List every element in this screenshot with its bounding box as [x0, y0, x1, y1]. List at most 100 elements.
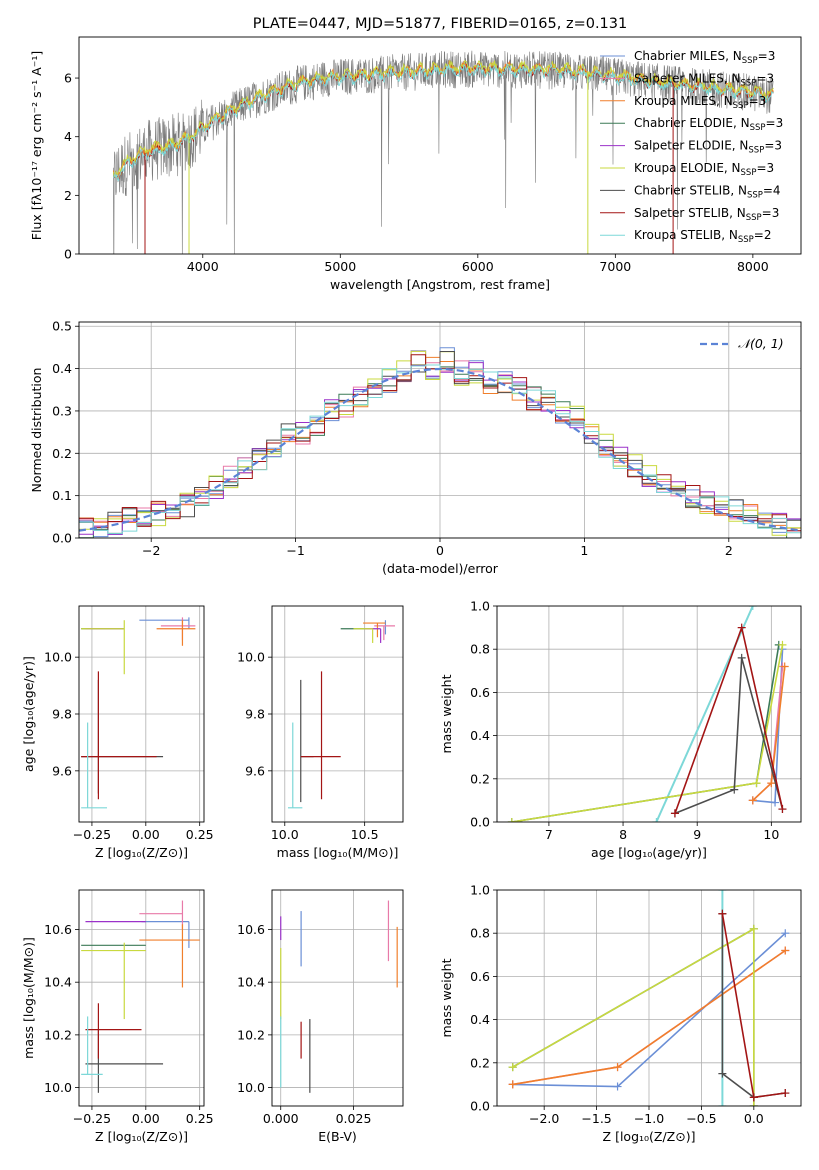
- y-tick-label: 0.5: [52, 319, 72, 334]
- y-tick-label: 0.6: [470, 969, 490, 984]
- x-tick-label: −1: [286, 543, 304, 558]
- y-axis-label: Flux [fλ10⁻¹⁷ erg cm⁻² s⁻¹ A⁻¹]: [29, 51, 44, 240]
- x-tick-label: 0.25: [186, 1111, 214, 1126]
- y-tick-label: 10.0: [44, 1080, 72, 1095]
- x-tick-label: 0.025: [336, 1111, 372, 1126]
- legend-nssp: =3: [766, 116, 784, 130]
- legend-entry-label: Kroupa STELIB, NSSP=2: [634, 228, 772, 245]
- weight-marker: [737, 653, 746, 662]
- legend-subscript: SSP: [742, 56, 758, 66]
- weight-marker: [718, 909, 727, 918]
- axes-frame: [496, 889, 802, 1107]
- y-tick-label: 0.2: [470, 771, 490, 786]
- series-kroupa-elodie: [112, 59, 774, 178]
- legend-entry-label: Chabrier MILES, NSSP=3: [634, 49, 775, 66]
- x-tick-label: 2: [725, 543, 733, 558]
- panel-mass-vs-EBV: 0.000 0.025 10.0 10.2 10.4 10.6 E(B-V): [237, 889, 404, 1144]
- x-tick-label: −0.25: [73, 1111, 111, 1126]
- x-tick-label: 10.5: [351, 827, 379, 842]
- x-axis-label: wavelength [Angstrom, rest frame]: [330, 277, 550, 292]
- legend-subscript: SSP: [750, 123, 766, 133]
- weight-line-chabrier-elodie: [511, 644, 780, 822]
- weight-marker: [652, 818, 661, 822]
- legend-entry-label: Salpeter ELODIE, NSSP=3: [634, 139, 782, 156]
- errorbar-kroupa-miles: [156, 620, 196, 646]
- weight-marker: [749, 924, 758, 933]
- y-axis-label: mass [log₁₀(M/M⊙)]: [21, 937, 36, 1059]
- y-tick-label: 10.0: [237, 650, 265, 665]
- legend-nssp: =3: [764, 139, 782, 153]
- weight-marker: [748, 606, 757, 610]
- panel-age-vs-Z: −0.25 0.00 0.25 9.6 9.8 10.0 Z [log₁₀(Z/Z⊙)] ag…: [21, 605, 214, 860]
- weight-line-kroupa-elodie: [511, 644, 784, 822]
- weight-marker: [771, 798, 780, 807]
- axes-frame: [78, 889, 205, 1107]
- legend-entry-label: Salpeter STELIB, NSSP=3: [634, 206, 779, 223]
- weight-marker: [781, 929, 790, 938]
- hist-chabrier-stelib: [79, 351, 801, 531]
- weight-marker: [613, 1063, 622, 1072]
- panel-weight-vs-age: 7 8 9 10 0.0 0.2 0.4 0.6 0.8 1.0 age [log₁₀(age/yr…: [439, 599, 802, 860]
- errorbar-kroupa-elodie: [81, 620, 125, 675]
- weight-marker: [767, 779, 776, 788]
- weight-marker: [730, 785, 739, 794]
- y-tick-label: 10.6: [44, 922, 72, 937]
- y-tick-label: 9.8: [52, 707, 72, 722]
- panel-mass-vs-Z: −0.25 0.00 0.25 10.0 10.2 10.4 10.6 Z [log₁₀(Z/…: [21, 889, 214, 1144]
- x-tick-label: 4000: [187, 259, 219, 274]
- errorbar-chabrier-miles: [139, 617, 190, 629]
- y-tick-label: 0.8: [470, 926, 490, 941]
- x-tick-label: −2: [142, 543, 160, 558]
- y-tick-label: 9.6: [52, 763, 72, 778]
- errorbar-chabrier-stelib: [85, 1029, 164, 1093]
- x-axis-label: E(B-V): [318, 1129, 357, 1144]
- x-tick-label: 0: [436, 543, 444, 558]
- errorbar-kroupa-stelib: [287, 722, 303, 809]
- legend-nssp: =3: [758, 49, 776, 63]
- hist-kroupa-stelib: [79, 364, 801, 535]
- weight-marker: [507, 818, 516, 822]
- legend-subscript: SSP: [747, 190, 763, 200]
- x-tick-label: −2.0: [529, 1111, 559, 1126]
- weight-marker: [737, 623, 746, 632]
- panel-spectrum: 4000 5000 6000 7000 8000 0 2 4 6 wavelength [Angs…: [29, 16, 802, 292]
- legend-subscript: SSP: [733, 101, 749, 111]
- y-tick-label: 0.2: [52, 446, 72, 461]
- legend-subscript: SSP: [748, 146, 764, 156]
- y-tick-label: 10.0: [237, 1080, 265, 1095]
- y-tick-label: 0: [64, 247, 72, 262]
- weight-marker: [718, 890, 727, 894]
- x-tick-label: 0.25: [186, 827, 214, 842]
- y-tick-label: 0.4: [52, 361, 72, 376]
- y-tick-label: 0.0: [470, 1099, 490, 1114]
- y-axis-label: mass weight: [439, 958, 454, 1037]
- weight-marker: [780, 662, 789, 671]
- x-tick-label: 0.00: [132, 1111, 160, 1126]
- errorbar-salpeter-stelib: [81, 671, 157, 800]
- x-tick-label: 5000: [324, 259, 356, 274]
- panel-age-vs-mass: 10.0 10.5 9.6 9.8 10.0 mass [log₁₀(M/M⊙)]: [237, 605, 404, 860]
- weight-marker: [778, 805, 787, 814]
- errorbar-kroupa-miles: [363, 622, 386, 638]
- x-tick-label: 10.0: [271, 827, 299, 842]
- plot-area: [272, 606, 403, 822]
- axes-frame: [78, 36, 802, 255]
- x-tick-label: 8: [619, 827, 627, 842]
- weight-marker: [718, 1102, 727, 1106]
- plot-area: [79, 606, 204, 822]
- y-tick-label: 0.1: [52, 488, 72, 503]
- weight-marker: [781, 1089, 790, 1098]
- x-tick-label: −0.25: [73, 827, 111, 842]
- axes-frame: [78, 321, 802, 539]
- axes-frame: [271, 605, 404, 823]
- x-tick-label: 0.0: [744, 1111, 764, 1126]
- legend-entry-label: Salpeter MILES, NSSP=3: [634, 71, 774, 88]
- y-tick-label: 10.2: [237, 1027, 265, 1042]
- y-tick-label: 4: [64, 129, 72, 144]
- errorbar-chabrier-stelib: [300, 679, 314, 803]
- y-tick-label: 10.0: [44, 650, 72, 665]
- y-tick-label: 10.4: [237, 975, 265, 990]
- errorbar-salpeter-stelib: [85, 1003, 142, 1059]
- plot-area: [79, 890, 204, 1106]
- x-tick-label: 7000: [599, 259, 631, 274]
